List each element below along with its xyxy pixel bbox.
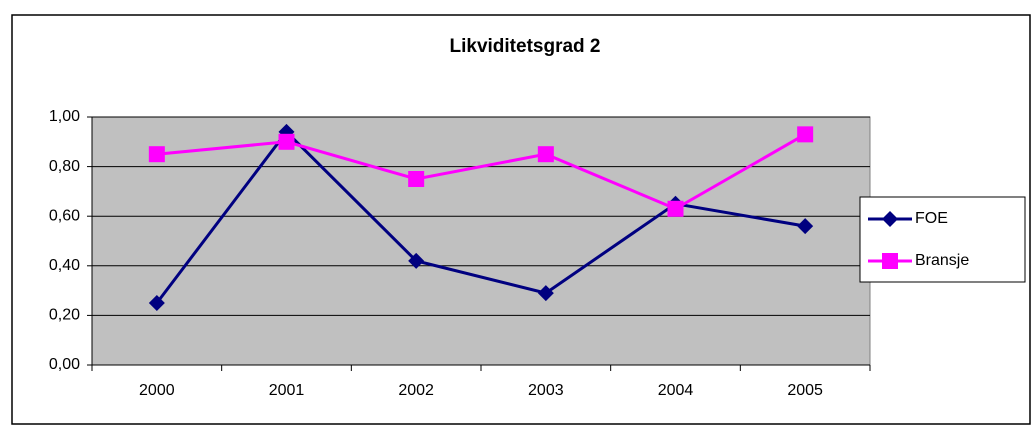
x-tick-label: 2002 <box>398 382 434 399</box>
legend-marker <box>882 211 898 227</box>
chart-title: Likviditetsgrad 2 <box>450 36 601 57</box>
data-point <box>797 126 814 143</box>
legend-marker <box>882 253 898 269</box>
y-tick-label: 0,00 <box>49 356 80 373</box>
y-tick-label: 0,60 <box>49 207 80 224</box>
y-tick-label: 1,00 <box>49 108 80 125</box>
data-point <box>537 146 554 163</box>
y-tick-label: 0,80 <box>49 158 80 175</box>
x-tick-label: 2003 <box>528 382 564 399</box>
data-point <box>408 252 425 269</box>
data-point <box>278 133 295 150</box>
data-point <box>797 218 814 235</box>
y-tick-label: 0,40 <box>49 257 80 274</box>
series-line <box>156 133 806 211</box>
y-tick-label: 0,20 <box>49 307 80 324</box>
legend-label: Bransje <box>915 252 969 269</box>
legend-label: FOE <box>915 210 948 227</box>
x-tick-label: 2000 <box>139 382 175 399</box>
data-point <box>148 146 165 163</box>
data-point <box>667 200 684 217</box>
data-point <box>537 285 554 302</box>
x-tick-label: 2004 <box>658 382 694 399</box>
plot-area <box>91 116 871 366</box>
data-point <box>148 295 165 311</box>
x-tick-label: 2001 <box>269 382 305 399</box>
series-line <box>155 129 806 304</box>
data-point <box>408 171 425 187</box>
x-tick-label: 2005 <box>787 382 823 399</box>
